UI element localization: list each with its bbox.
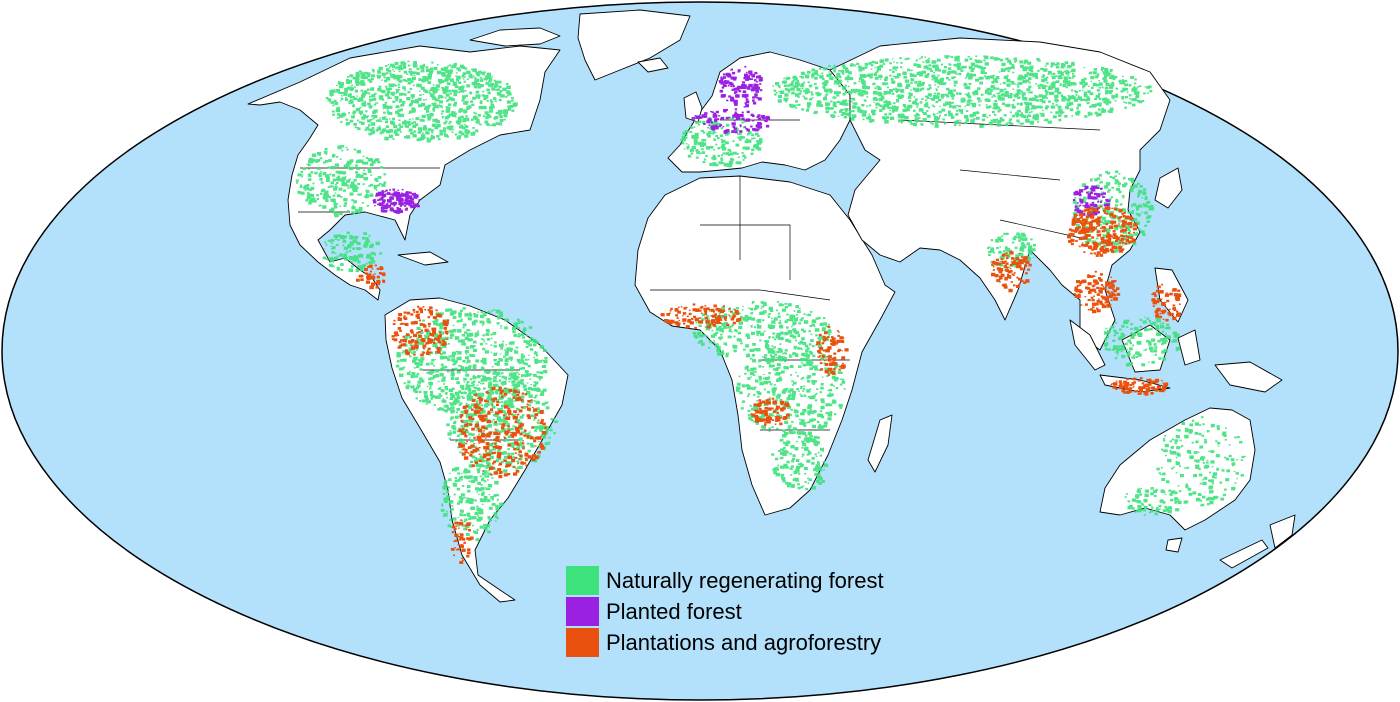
- legend-label-planted: Planted forest: [606, 598, 742, 624]
- legend-swatch-planted: [566, 597, 599, 626]
- forest-natural: [295, 55, 1246, 542]
- land-japan: [1154, 167, 1183, 209]
- land-new-zealand: [1219, 514, 1296, 569]
- forest-plantations: [355, 205, 1182, 564]
- land-sumatra: [1069, 319, 1106, 371]
- land-iceland: [637, 57, 669, 73]
- land-new-guinea: [1214, 361, 1283, 393]
- land-sulawesi: [1177, 329, 1201, 366]
- legend-item-natural: Naturally regenerating forest: [566, 565, 884, 596]
- legend-label-natural: Naturally regenerating forest: [606, 567, 884, 593]
- land-north-america: [247, 45, 561, 301]
- map-legend: Naturally regenerating forest Planted fo…: [566, 565, 884, 658]
- land-greenland: [577, 9, 691, 81]
- legend-item-planted: Planted forest: [566, 596, 884, 627]
- legend-item-plantations: Plantations and agroforestry: [566, 627, 884, 658]
- land-arctic-islands: [469, 27, 561, 47]
- legend-label-plantations: Plantations and agroforestry: [606, 629, 882, 655]
- land-caribbean: [397, 251, 449, 266]
- land-madagascar: [867, 414, 893, 473]
- legend-swatch-natural: [566, 566, 599, 595]
- land-tasmania: [1165, 537, 1183, 553]
- land-british-isles: [683, 91, 703, 123]
- legend-swatch-plantations: [566, 628, 599, 657]
